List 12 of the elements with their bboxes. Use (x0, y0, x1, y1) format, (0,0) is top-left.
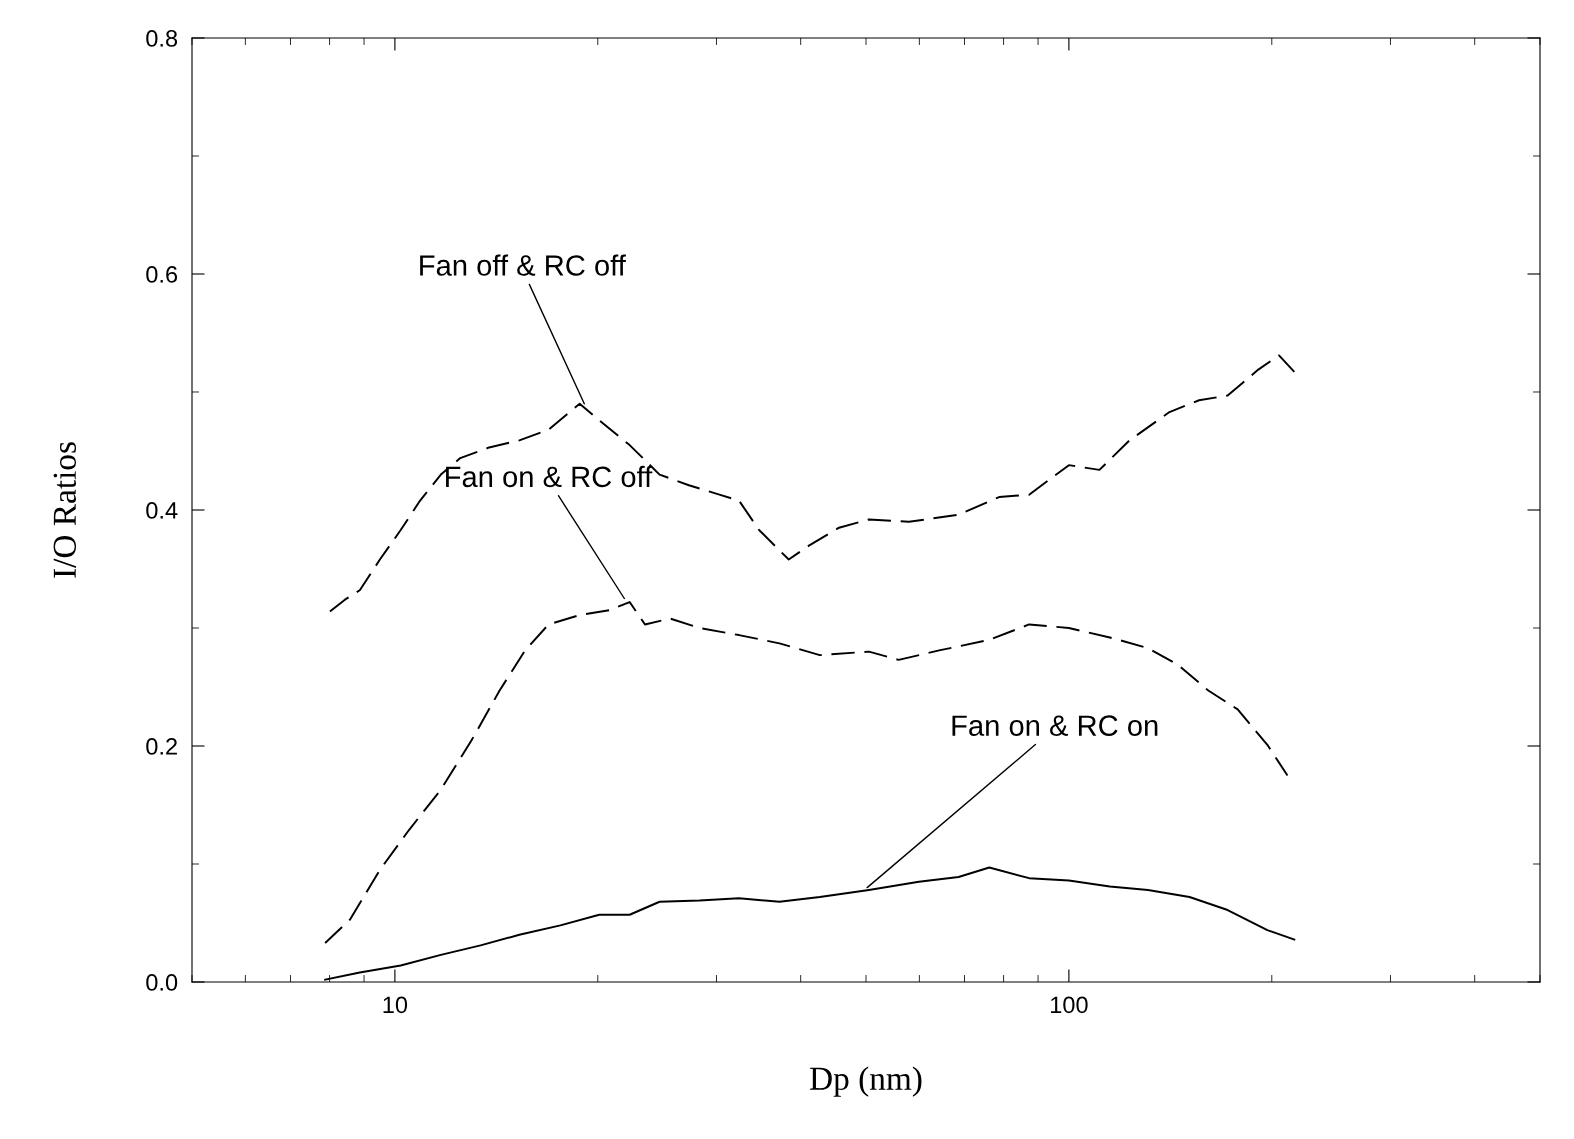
annotation: Fan on & RC off (446, 465, 653, 488)
x-tick-label: 10 (383, 996, 408, 1014)
y-tick-label: 0.2 (146, 738, 177, 755)
x-axis-title: Dp (nm) (810, 1066, 922, 1097)
y-tick-label: 0.4 (146, 502, 178, 519)
annotation: Fan on & RC on (952, 715, 1158, 736)
annotation: Fan off & RC off (420, 254, 626, 276)
y-axis-title: I/O Ratios (53, 442, 77, 578)
y-tick-label: 0.6 (146, 266, 178, 283)
y-tick-label: 0.0 (146, 974, 178, 991)
x-tick-label: 100 (1051, 996, 1088, 1014)
y-tick-label: 0.8 (146, 30, 178, 47)
